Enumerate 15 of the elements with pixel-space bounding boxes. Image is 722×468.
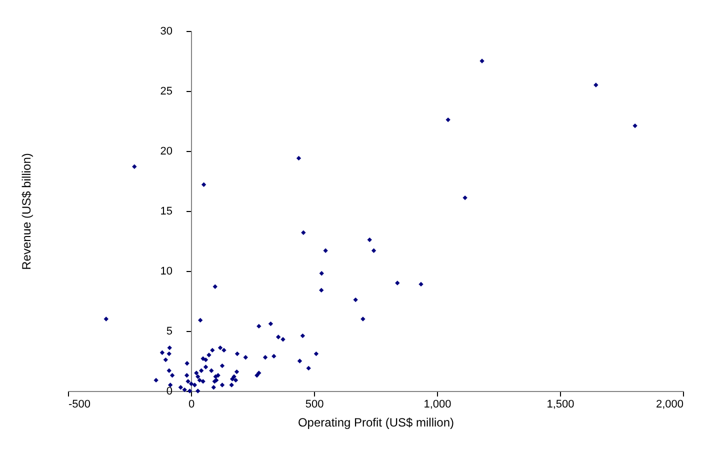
x-tick-label: 500 [305, 398, 324, 410]
y-tick-label: 30 [160, 26, 172, 38]
x-tick-label: 1,000 [424, 398, 452, 410]
y-tick-label: 25 [160, 86, 172, 98]
y-tick-label: 0 [166, 386, 172, 398]
y-tick-label: 10 [160, 266, 172, 278]
x-tick-label: 1,500 [546, 398, 574, 410]
y-tick-label: 15 [160, 206, 172, 218]
y-tick-label: 20 [160, 146, 172, 158]
y-axis-title: Revenue (US$ billion) [20, 153, 34, 270]
x-axis-title: Operating Profit (US$ million) [298, 416, 454, 430]
x-tick-label: -500 [68, 398, 91, 410]
x-tick-label: 0 [188, 398, 195, 410]
y-tick-label: 5 [166, 326, 172, 338]
x-tick-label: 2,000 [656, 398, 684, 410]
